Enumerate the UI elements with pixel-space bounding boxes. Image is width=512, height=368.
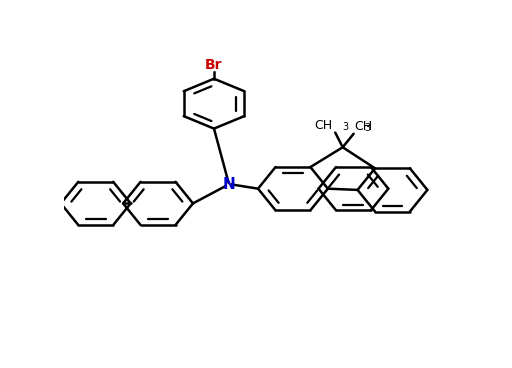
- Text: CH: CH: [354, 120, 373, 133]
- Text: N: N: [222, 177, 235, 192]
- Text: 3: 3: [343, 122, 349, 132]
- Text: Br: Br: [205, 58, 223, 72]
- Text: CH: CH: [314, 119, 332, 132]
- Text: 3: 3: [365, 123, 371, 133]
